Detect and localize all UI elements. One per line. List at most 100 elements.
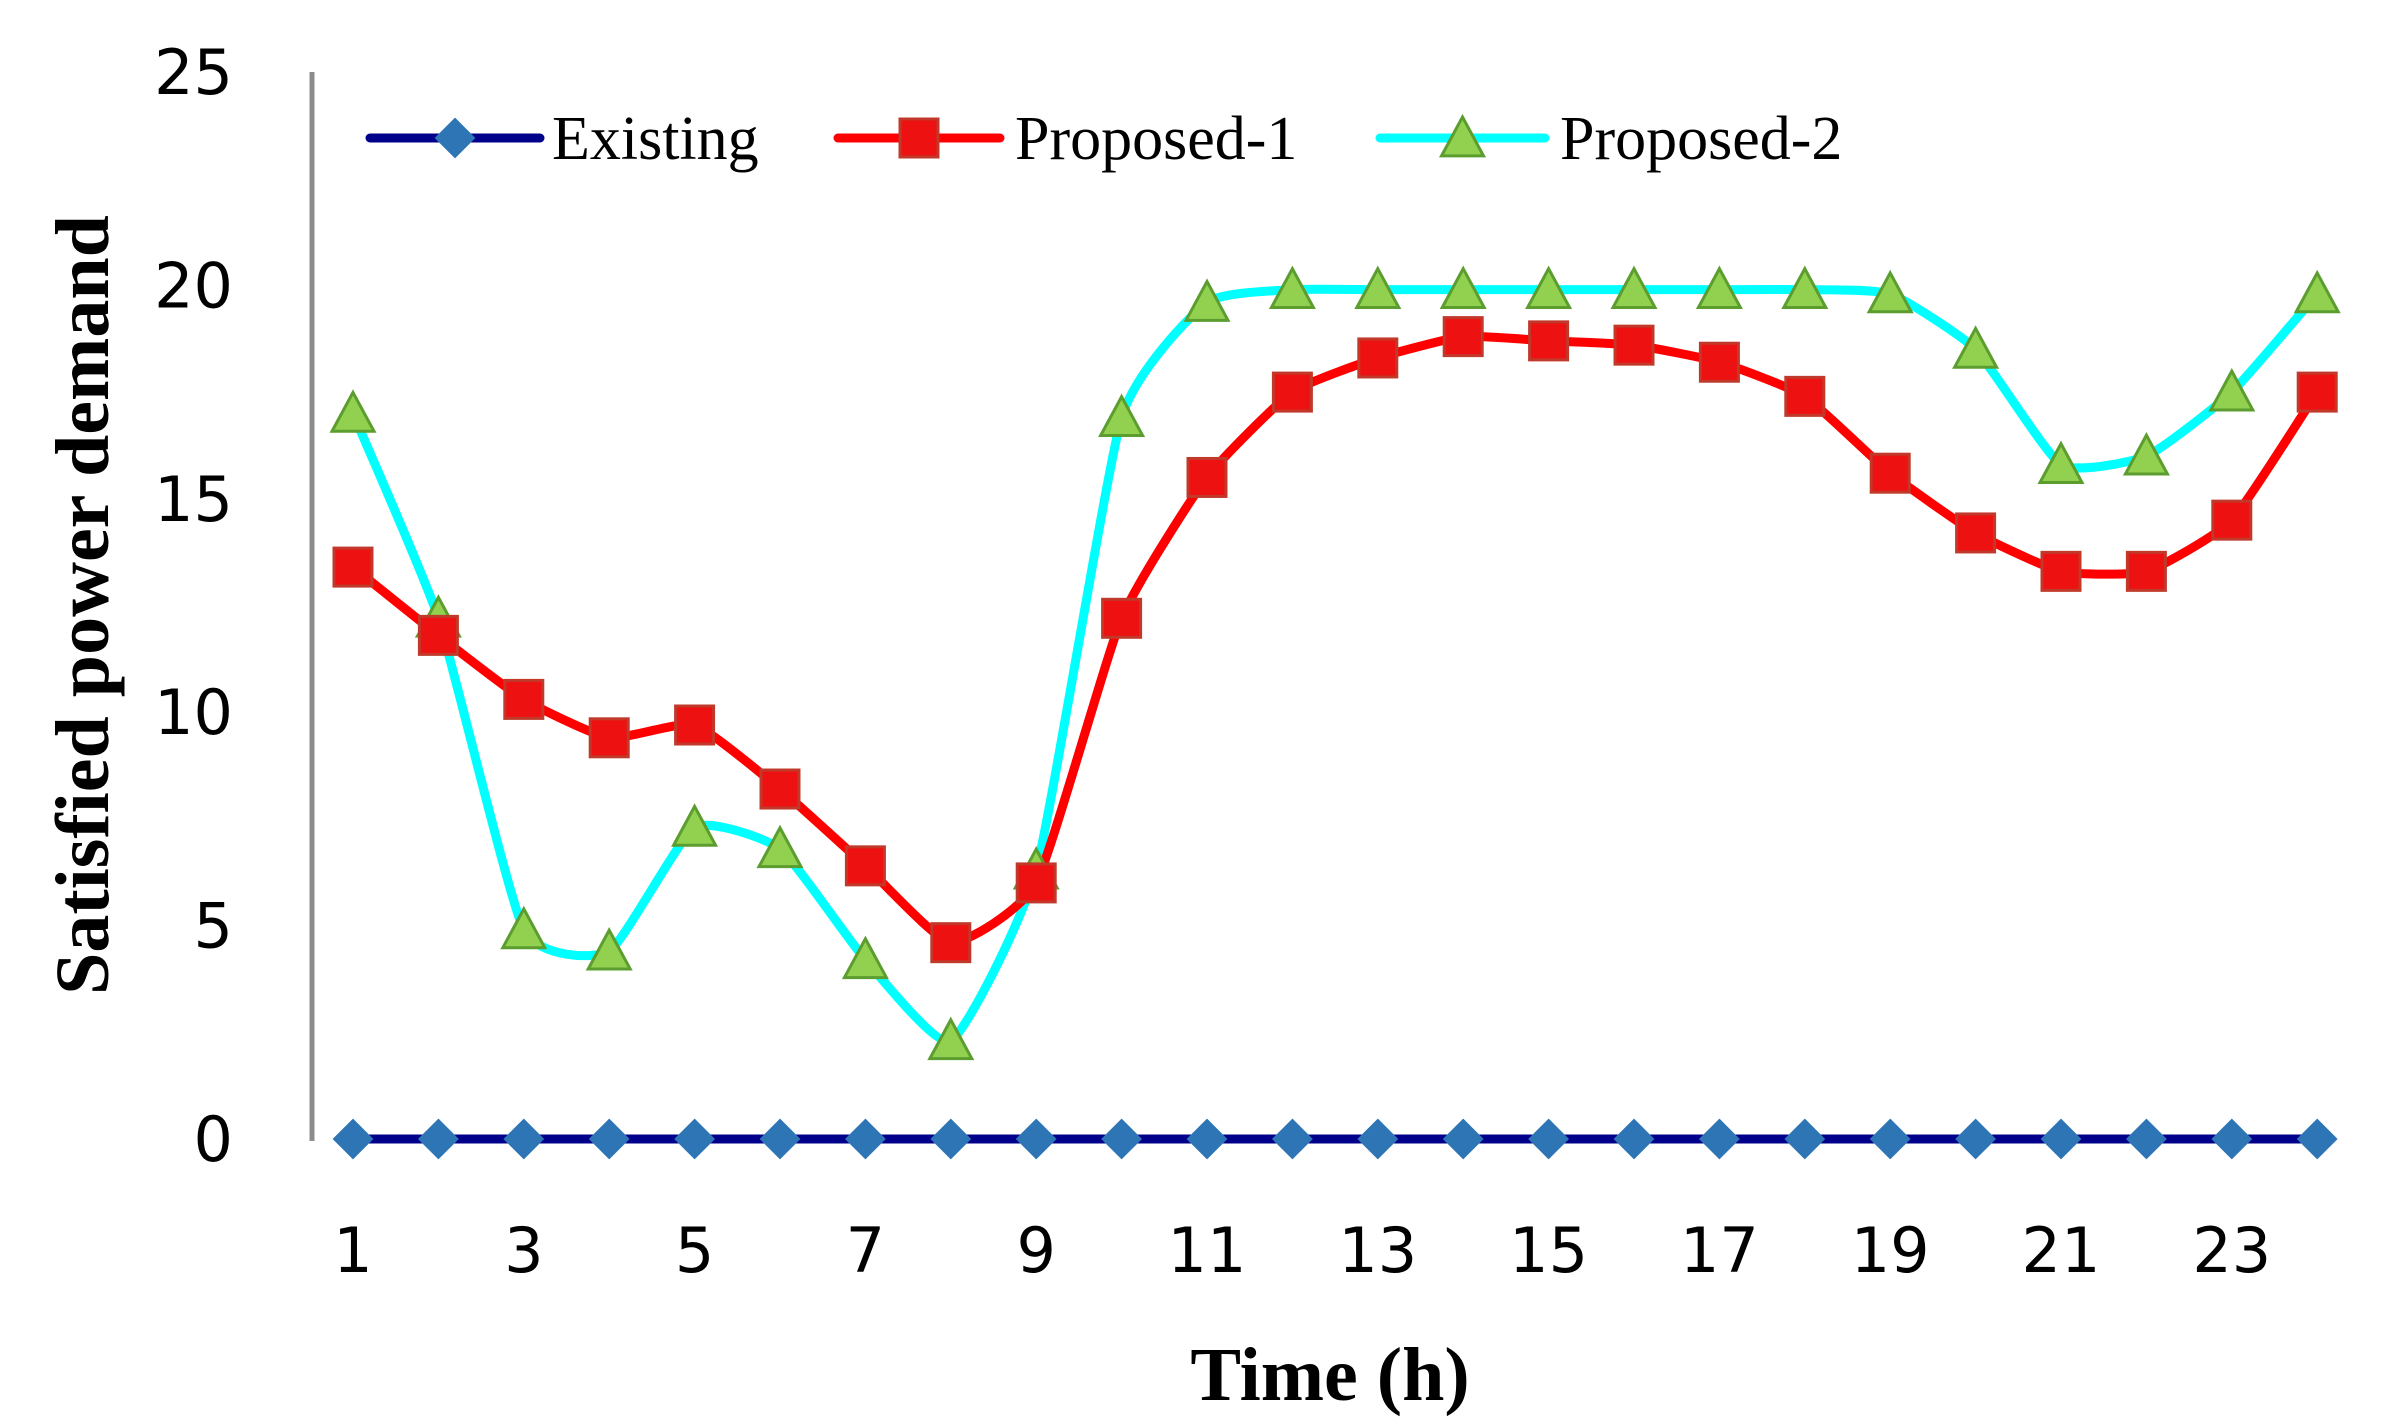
data-point-proposed-1	[1271, 371, 1313, 413]
data-point-proposed-1	[2296, 371, 2338, 413]
data-point-proposed-2	[2208, 367, 2256, 412]
data-point-existing	[417, 1118, 459, 1160]
data-point-existing	[332, 1118, 374, 1160]
data-point-proposed-1	[417, 614, 459, 656]
data-point-proposed-1	[759, 768, 801, 810]
x-tick-label: 7	[846, 1214, 885, 1287]
data-point-existing	[2211, 1118, 2253, 1160]
data-point-existing	[930, 1118, 972, 1160]
data-point-proposed-1	[588, 717, 630, 759]
data-point-proposed-2	[1610, 265, 1658, 310]
legend-label-existing: Existing	[552, 105, 759, 173]
data-point-proposed-2	[1781, 265, 1829, 310]
legend-marker-proposed-1	[898, 117, 940, 159]
data-point-proposed-1	[332, 546, 374, 588]
data-point-proposed-1	[1015, 862, 1057, 904]
data-point-proposed-2	[1525, 265, 1573, 310]
data-point-existing	[759, 1118, 801, 1160]
data-point-proposed-1	[1101, 597, 1143, 639]
data-point-proposed-2	[1866, 269, 1914, 314]
data-point-existing	[588, 1118, 630, 1160]
data-point-proposed-1	[2211, 499, 2253, 541]
data-point-existing	[1015, 1118, 1057, 1160]
data-point-proposed-1	[1784, 375, 1826, 417]
data-point-proposed-2	[500, 905, 548, 950]
data-point-existing	[1101, 1118, 1143, 1160]
x-axis-title: Time (h)	[1190, 1333, 1469, 1417]
legend-marker-proposed-2	[1438, 113, 1487, 158]
data-point-proposed-1	[1442, 316, 1484, 358]
data-point-proposed-1	[2040, 550, 2082, 592]
data-point-proposed-1	[1528, 320, 1570, 362]
data-point-proposed-2	[841, 935, 889, 980]
data-point-proposed-2	[2122, 431, 2170, 476]
data-point-existing	[1357, 1118, 1399, 1160]
data-point-existing	[2125, 1118, 2167, 1160]
data-point-proposed-2	[1354, 265, 1402, 310]
y-tick-label: 20	[154, 249, 233, 322]
data-point-proposed-2	[2037, 440, 2085, 485]
data-point-proposed-1	[1186, 456, 1228, 498]
y-tick-label: 5	[194, 890, 233, 963]
data-point-proposed-1	[1357, 337, 1399, 379]
data-point-existing	[2296, 1118, 2338, 1160]
legend-label-proposed-2: Proposed-2	[1560, 105, 1842, 173]
data-point-proposed-2	[671, 803, 719, 847]
data-point-proposed-1	[674, 704, 716, 746]
data-point-proposed-1	[844, 845, 886, 887]
x-tick-label: 5	[675, 1214, 714, 1287]
x-tick-label: 3	[504, 1214, 543, 1287]
data-point-proposed-1	[1613, 324, 1655, 366]
data-point-existing	[1613, 1118, 1655, 1160]
data-point-existing	[2040, 1118, 2082, 1160]
y-tick-label: 0	[194, 1103, 233, 1176]
x-tick-label: 19	[1851, 1214, 1930, 1287]
y-tick-label: 10	[154, 676, 233, 749]
x-tick-label: 17	[1680, 1214, 1759, 1287]
y-tick-label: 25	[154, 36, 233, 109]
data-point-proposed-2	[927, 1016, 975, 1061]
data-point-proposed-1	[930, 922, 972, 964]
data-point-existing	[674, 1118, 716, 1160]
legend: Existing Proposed-1 Proposed-2	[365, 105, 1842, 173]
x-tick-label: 1	[333, 1214, 372, 1287]
data-point-proposed-2	[1183, 278, 1231, 322]
data-point-proposed-1	[1955, 512, 1997, 554]
data-point-existing	[1869, 1118, 1911, 1160]
y-tick-label: 15	[154, 463, 233, 536]
data-point-proposed-2	[585, 927, 633, 971]
data-point-proposed-1	[503, 678, 545, 720]
x-tick-label: 23	[2192, 1214, 2271, 1287]
data-point-proposed-2	[1952, 325, 2000, 369]
x-tick-label: 15	[1509, 1214, 1588, 1287]
data-point-proposed-2	[1098, 393, 1146, 438]
data-point-existing	[1442, 1118, 1484, 1160]
data-point-proposed-2	[1268, 265, 1316, 310]
x-tick-label: 21	[2022, 1214, 2101, 1287]
data-point-existing	[1271, 1118, 1313, 1160]
data-point-existing	[844, 1118, 886, 1160]
data-point-proposed-2	[2293, 269, 2341, 314]
data-point-existing	[503, 1118, 545, 1160]
data-point-proposed-2	[756, 824, 804, 869]
legend-label-proposed-1: Proposed-1	[1015, 105, 1297, 173]
data-point-existing	[1698, 1118, 1740, 1160]
data-point-proposed-1	[1698, 341, 1740, 383]
data-point-existing	[1784, 1118, 1826, 1160]
data-point-proposed-2	[1695, 265, 1743, 310]
data-point-existing	[1955, 1118, 1997, 1160]
legend-marker-existing	[434, 117, 476, 159]
data-point-existing	[1186, 1118, 1228, 1160]
series-line-proposed-2	[348, 284, 2322, 1046]
x-tick-label: 13	[1338, 1214, 1417, 1287]
data-point-proposed-2	[329, 389, 377, 433]
data-point-proposed-1	[1869, 452, 1911, 494]
data-point-proposed-1	[2125, 550, 2167, 592]
data-point-proposed-2	[1439, 265, 1487, 310]
x-tick-label: 11	[1168, 1214, 1247, 1287]
data-point-existing	[1528, 1118, 1570, 1160]
series-line-proposed-1	[348, 331, 2322, 948]
y-axis-title: Satisfied power demand	[41, 215, 125, 995]
